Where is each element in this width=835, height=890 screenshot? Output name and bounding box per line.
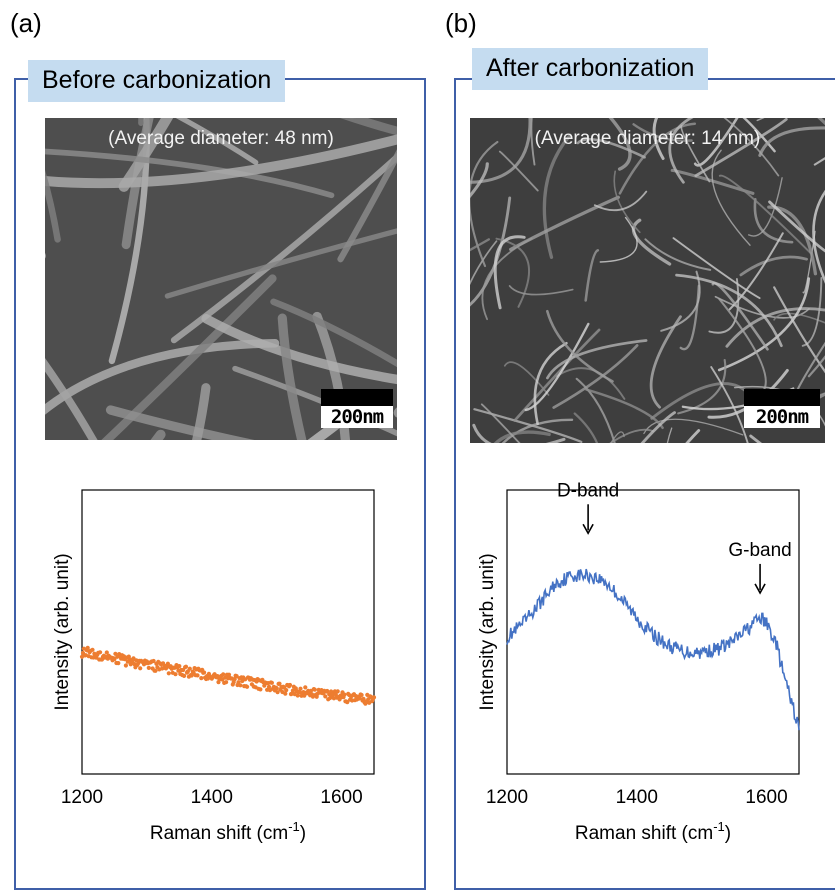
- data-point: [357, 696, 362, 701]
- data-point: [151, 658, 156, 664]
- data-point: [290, 688, 295, 693]
- data-point: [138, 666, 143, 671]
- data-point: [202, 670, 207, 675]
- x-axis-title: Raman shift (cm-1): [575, 819, 731, 844]
- data-point: [258, 687, 263, 692]
- sem-caption-b: (Average diameter: 14 nm): [534, 128, 761, 149]
- x-tick-label: 1600: [745, 787, 787, 808]
- data-point: [274, 686, 279, 691]
- data-point: [183, 664, 189, 669]
- data-point: [275, 690, 280, 695]
- x-tick-label: 1600: [320, 787, 362, 808]
- data-point: [295, 693, 300, 698]
- band-label: G-band: [728, 540, 791, 561]
- data-point: [165, 661, 170, 666]
- data-point: [187, 666, 192, 671]
- data-point: [173, 672, 178, 677]
- data-point: [361, 696, 366, 701]
- data-point: [245, 684, 250, 689]
- data-point: [359, 692, 364, 698]
- data-point: [323, 694, 328, 699]
- data-point: [345, 700, 350, 705]
- data-point: [116, 661, 121, 666]
- data-point: [146, 665, 151, 670]
- scale-bar-label-b: 200nm: [744, 406, 820, 428]
- data-point: [284, 688, 289, 693]
- data-point: [224, 680, 229, 685]
- scale-bar-line-a: [321, 389, 393, 406]
- y-axis-title: Intensity (arb. unit): [52, 553, 73, 710]
- sem-caption-a: (Average diameter: 48 nm): [108, 128, 334, 149]
- data-point: [153, 668, 158, 673]
- data-point: [234, 674, 239, 679]
- plot-area: [81, 489, 375, 775]
- data-point: [325, 688, 330, 694]
- x-tick-label: 1400: [191, 787, 233, 808]
- scale-bar-line-b: [744, 389, 820, 406]
- data-point: [312, 687, 317, 692]
- data-point: [182, 673, 187, 678]
- data-point: [277, 681, 282, 686]
- scale-bar-a: 200nm: [321, 389, 393, 428]
- x-tick-label: 1400: [616, 787, 658, 808]
- band-annotation: D-band: [557, 480, 619, 535]
- x-axis-title-close: ): [725, 823, 731, 844]
- x-axis-title-main: Raman shift (cm: [575, 823, 713, 844]
- data-point: [314, 694, 319, 699]
- sem-image-after: (Average diameter: 14 nm) 200nm: [470, 118, 825, 443]
- data-point: [177, 664, 182, 669]
- data-point: [221, 672, 226, 677]
- data-point: [90, 647, 95, 652]
- arrow-head-icon: [582, 523, 594, 535]
- scale-bar-b: 200nm: [744, 389, 820, 428]
- data-point: [371, 695, 377, 700]
- y-axis-title: Intensity (arb. unit): [477, 553, 498, 710]
- sem-image-before: (Average diameter: 48 nm) 200nm: [45, 118, 397, 440]
- x-axis-title-sup: -1: [288, 819, 300, 834]
- arrow-head-icon: [754, 583, 766, 595]
- data-point: [236, 680, 241, 685]
- series-line: [506, 568, 800, 731]
- data-point: [297, 690, 302, 695]
- band-label: D-band: [557, 480, 619, 501]
- data-point: [199, 676, 204, 681]
- data-point: [85, 645, 90, 650]
- scale-bar-label-a: 200nm: [321, 406, 393, 428]
- data-point: [298, 686, 303, 691]
- x-axis-title: Raman shift (cm-1): [150, 819, 306, 844]
- series-points: [79, 645, 377, 706]
- data-point: [166, 671, 171, 676]
- raman-chart-after: 1200 1400 1600 Raman shift (cm-1) Intensity …: [477, 480, 800, 844]
- data-point: [123, 663, 128, 668]
- data-point: [287, 682, 293, 688]
- data-point: [232, 677, 237, 682]
- data-point: [283, 691, 288, 696]
- data-point: [189, 673, 194, 678]
- data-point: [266, 684, 272, 689]
- data-point: [303, 685, 308, 690]
- sem-fibers-after: [470, 118, 825, 443]
- data-point: [98, 650, 103, 655]
- panel-letter-a: (a): [10, 8, 42, 38]
- x-axis-title-main: Raman shift (cm: [150, 823, 288, 844]
- data-point: [112, 657, 117, 662]
- data-point: [113, 651, 118, 656]
- panel-title-a: Before carbonization: [28, 60, 286, 102]
- raman-chart-before: 1200 1400 1600 Raman shift (cm-1) Intensity …: [52, 489, 377, 844]
- panel-title-b: After carbonization: [472, 48, 709, 90]
- data-point: [215, 674, 220, 679]
- x-axis-title-sup: -1: [713, 819, 725, 834]
- data-point: [238, 683, 243, 688]
- band-annotation: G-band: [728, 540, 792, 595]
- x-axis-title-close: ): [300, 823, 306, 844]
- data-point: [104, 650, 109, 655]
- data-point: [335, 689, 340, 694]
- panel-letter-b: (b): [445, 8, 477, 38]
- x-tick-label: 1200: [61, 787, 103, 808]
- data-point: [269, 680, 274, 685]
- x-tick-label: 1200: [486, 787, 528, 808]
- data-point: [195, 673, 200, 678]
- data-point: [342, 692, 347, 697]
